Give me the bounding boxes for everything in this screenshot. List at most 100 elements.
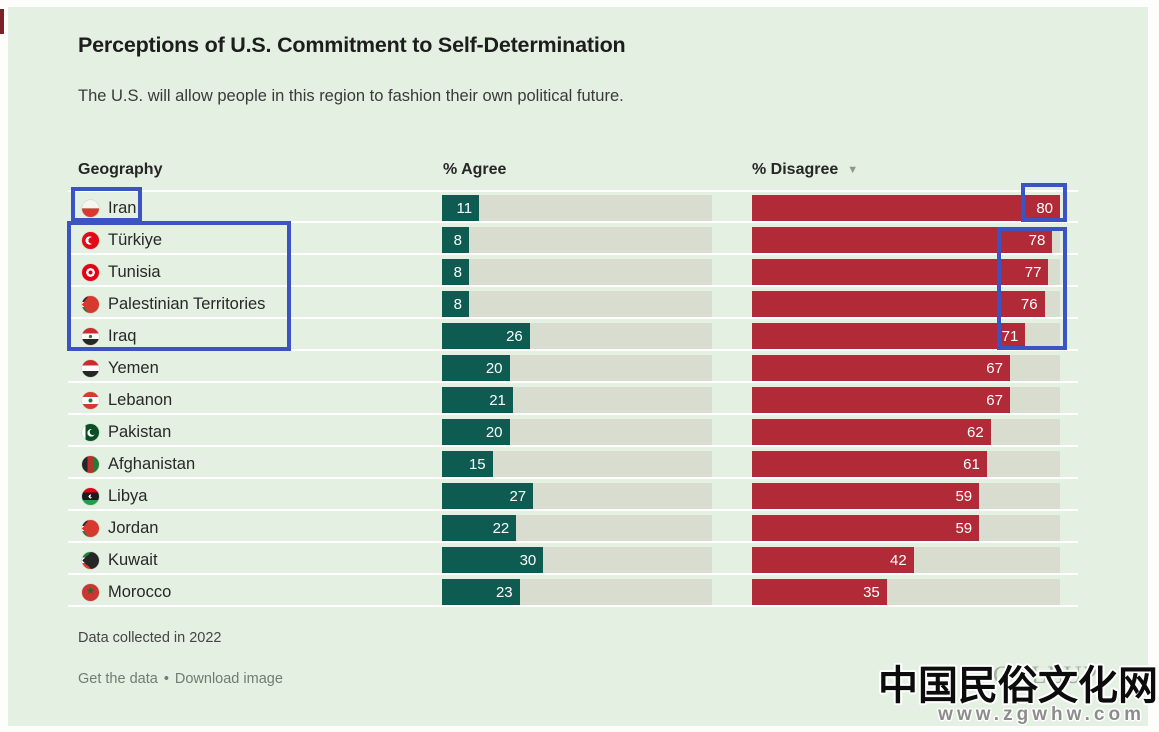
turkiye-flag-icon [82, 231, 99, 249]
agree-track: 8 [442, 227, 712, 253]
geography-cell: Pakistan [68, 423, 442, 442]
geography-label: Palestinian Territories [108, 294, 266, 313]
disagree-track: 61 [752, 451, 1060, 477]
geography-cell: Yemen [68, 359, 442, 378]
agree-bar: 11 [442, 195, 480, 221]
disagree-value: 76 [1020, 295, 1038, 313]
data-collection-note: Data collected in 2022 [78, 630, 222, 646]
geography-label: Iraq [108, 326, 137, 345]
disagree-track: 76 [752, 291, 1060, 317]
geography-cell: Türkiye [68, 231, 442, 250]
table-row: Jordan 22 59 [68, 512, 1078, 544]
get-the-data-link[interactable]: Get the data [78, 671, 158, 687]
agree-bar: 22 [442, 515, 517, 541]
disagree-bar: 42 [752, 547, 914, 573]
tunisia-flag-icon [82, 263, 99, 281]
kuwait-flag-icon [82, 551, 99, 569]
geography-cell: Kuwait [68, 551, 442, 570]
gallup-logo: GALLUP [993, 662, 1098, 689]
table-row: Yemen 20 67 [68, 352, 1078, 384]
table-row: Palestinian Territories 8 76 [68, 288, 1078, 320]
palestinian-territories-flag-icon [82, 295, 99, 313]
agree-bar: 20 [442, 355, 510, 381]
disagree-bar: 76 [752, 291, 1045, 317]
agree-track: 26 [442, 323, 712, 349]
jordan-flag-icon [82, 519, 99, 537]
table-row: Iraq 26 71 [68, 320, 1078, 352]
disagree-bar: 62 [752, 419, 991, 445]
links-separator: • [163, 671, 169, 687]
geography-label: Türkiye [108, 230, 163, 249]
table-row: Türkiye 8 78 [68, 224, 1078, 256]
morocco-flag-icon [82, 583, 99, 601]
table-row: Iran 11 80 [68, 192, 1078, 224]
agree-value: 8 [453, 295, 462, 313]
disagree-value: 77 [1024, 263, 1042, 281]
download-image-link[interactable]: Download image [174, 671, 283, 687]
agree-track: 8 [442, 291, 712, 317]
table-row: Afghanistan 15 61 [68, 448, 1078, 480]
agree-value: 30 [519, 551, 537, 569]
disagree-bar: 67 [752, 387, 1010, 413]
table-row: Tunisia 8 77 [68, 256, 1078, 288]
disagree-value: 59 [955, 519, 973, 537]
disagree-value: 78 [1028, 231, 1046, 249]
agree-value: 8 [453, 231, 462, 249]
geography-label: Pakistan [108, 422, 172, 441]
agree-track: 8 [442, 259, 712, 285]
disagree-bar: 61 [752, 451, 987, 477]
disagree-track: 80 [752, 195, 1060, 221]
agree-bar: 15 [442, 451, 493, 477]
column-header-disagree[interactable]: % Disagree [752, 161, 858, 179]
agree-track: 30 [442, 547, 712, 573]
disagree-value: 42 [890, 551, 907, 569]
agree-value: 22 [492, 519, 510, 537]
lebanon-flag-icon [82, 391, 99, 409]
agree-value: 8 [453, 263, 462, 281]
agree-track: 15 [442, 451, 712, 477]
agree-track: 27 [442, 483, 712, 509]
geography-label: Iran [108, 198, 137, 217]
agree-value: 20 [485, 423, 503, 441]
disagree-bar: 59 [752, 483, 980, 509]
agree-track: 21 [442, 387, 712, 413]
page-subtitle: The U.S. will allow people in this regio… [78, 87, 624, 105]
disagree-track: 35 [752, 579, 1060, 605]
disagree-track: 71 [752, 323, 1060, 349]
iran-flag-icon [82, 199, 99, 217]
agree-bar: 20 [442, 419, 510, 445]
disagree-value: 67 [986, 359, 1003, 377]
geography-cell: Iran [68, 199, 442, 218]
geography-label: Afghanistan [108, 454, 196, 473]
agree-value: 21 [489, 391, 506, 409]
disagree-track: 77 [752, 259, 1060, 285]
disagree-value: 80 [1036, 199, 1053, 217]
agree-value: 26 [506, 327, 523, 345]
geography-cell: Afghanistan [68, 455, 442, 474]
agree-bar: 8 [442, 259, 469, 285]
sort-desc-icon[interactable] [847, 164, 858, 176]
geography-label: Lebanon [108, 390, 173, 409]
disagree-bar: 71 [752, 323, 1026, 349]
disagree-bar: 59 [752, 515, 980, 541]
geography-cell: Libya [68, 487, 442, 506]
geography-label: Morocco [108, 582, 172, 601]
table-row: Pakistan 20 62 [68, 416, 1078, 448]
agree-bar: 8 [442, 227, 469, 253]
footer-links: Get the data • Download image [78, 671, 283, 687]
geography-cell: Iraq [68, 327, 442, 346]
geography-label: Tunisia [108, 262, 161, 281]
agree-value: 20 [485, 359, 503, 377]
geography-label: Kuwait [108, 550, 158, 569]
table-row: Kuwait 30 42 [68, 544, 1078, 576]
afghanistan-flag-icon [82, 455, 99, 473]
edge-artifact [0, 9, 4, 34]
disagree-value: 71 [1001, 327, 1019, 345]
agree-bar: 23 [442, 579, 520, 605]
disagree-track: 59 [752, 515, 1060, 541]
table-row: Morocco 23 35 [68, 576, 1078, 608]
disagree-track: 62 [752, 419, 1060, 445]
libya-flag-icon [82, 487, 99, 505]
disagree-value: 61 [963, 455, 980, 473]
